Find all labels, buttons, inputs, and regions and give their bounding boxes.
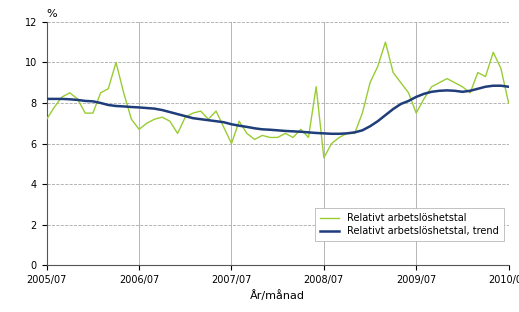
Relativt arbetslöshetstal [321, 156, 327, 159]
Relativt arbetslöshetstal, trend [452, 89, 458, 93]
Relativt arbetslöshetstal, trend [321, 132, 327, 135]
Line: Relativt arbetslöshetstal: Relativt arbetslöshetstal [47, 42, 509, 158]
Relativt arbetslöshetstal, trend [329, 132, 335, 136]
Relativt arbetslöshetstal, trend [490, 84, 496, 88]
X-axis label: År/månad: År/månad [250, 290, 305, 301]
Relativt arbetslöshetstal, trend [506, 85, 512, 89]
Relativt arbetslöshetstal, trend [44, 97, 50, 101]
Relativt arbetslöshetstal, trend [136, 105, 142, 109]
Text: %: % [47, 9, 57, 19]
Relativt arbetslöshetstal [44, 117, 50, 121]
Relativt arbetslöshetstal [206, 117, 212, 121]
Relativt arbetslöshetstal [383, 40, 389, 44]
Legend: Relativt arbetslöshetstal, Relativt arbetslöshetstal, trend: Relativt arbetslöshetstal, Relativt arbe… [315, 208, 504, 241]
Relativt arbetslöshetstal, trend [206, 118, 212, 122]
Relativt arbetslöshetstal [506, 101, 512, 105]
Relativt arbetslöshetstal [329, 142, 335, 145]
Relativt arbetslöshetstal [290, 135, 296, 139]
Relativt arbetslöshetstal [459, 85, 466, 89]
Line: Relativt arbetslöshetstal, trend: Relativt arbetslöshetstal, trend [47, 86, 509, 134]
Relativt arbetslöshetstal [136, 127, 142, 131]
Relativt arbetslöshetstal, trend [152, 107, 158, 110]
Relativt arbetslöshetstal [152, 117, 158, 121]
Relativt arbetslöshetstal, trend [290, 129, 296, 133]
